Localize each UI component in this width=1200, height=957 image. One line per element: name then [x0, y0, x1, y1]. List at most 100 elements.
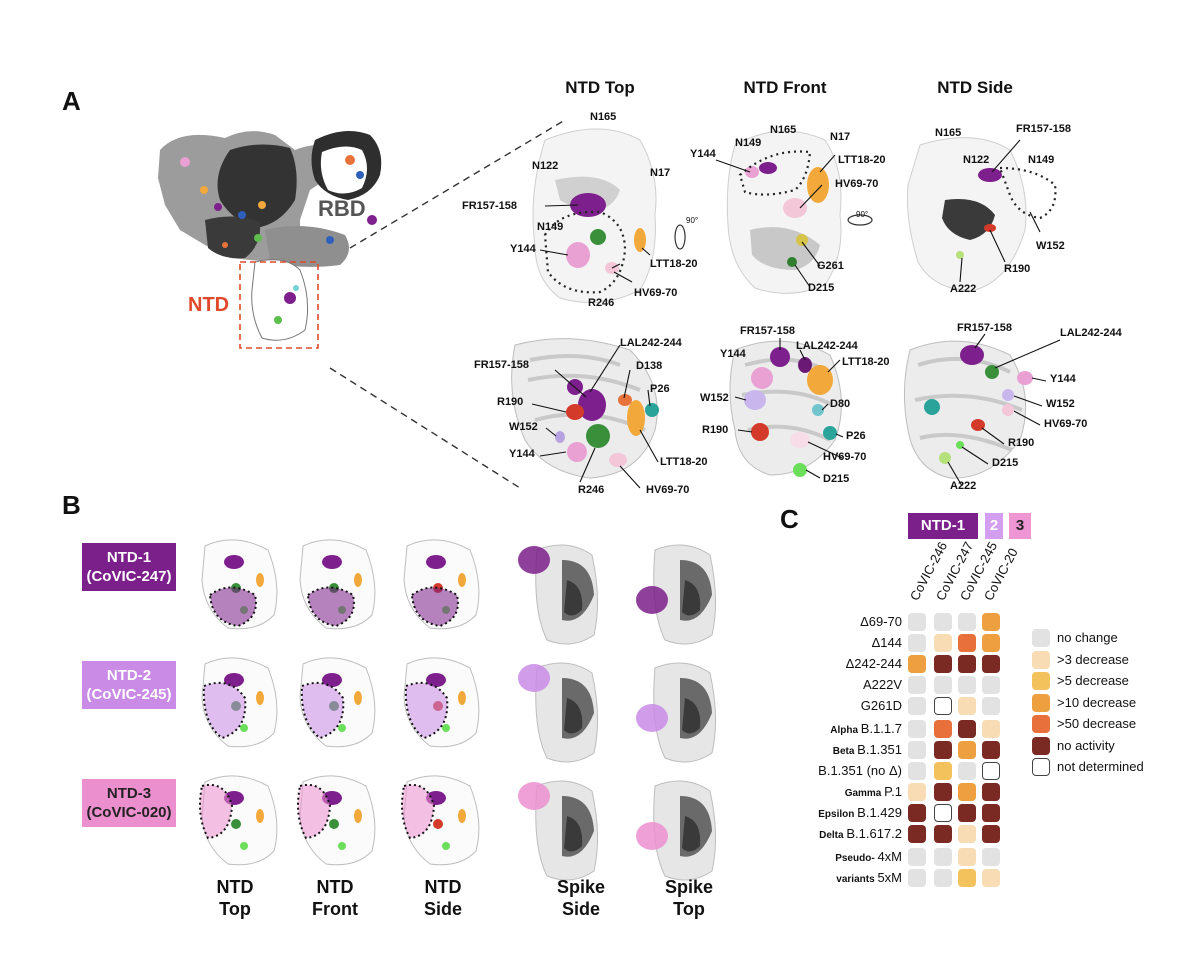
row-label: Alpha B.1.1.7 [830, 721, 902, 736]
label-ltt18-20: LTT18-20 [842, 356, 890, 368]
legend-label: >10 decrease [1057, 694, 1137, 710]
row-label: Gamma P.1 [844, 784, 902, 799]
group-header-ntd-1: NTD-1 [908, 513, 978, 539]
heatmap-cell [982, 869, 1000, 887]
rbd-label: RBD [318, 196, 366, 221]
ntd-top-surface [532, 128, 657, 303]
heatmap-cell [958, 783, 976, 801]
heatmap-cell [982, 655, 1000, 673]
antibody-box-ntd-3: NTD-3 (CoVIC-020) [82, 779, 176, 827]
heatmap-cell [934, 869, 952, 887]
group-header-2: 2 [985, 513, 1003, 539]
epitope-mark [433, 819, 443, 829]
label-g261: G261 [817, 260, 844, 272]
antibody-blob [636, 822, 668, 850]
antibody-clone: (CoVIC-247) [86, 568, 172, 585]
row-label: A222V [862, 677, 902, 692]
panel-label-b: B [62, 490, 81, 520]
label-hv69-70: HV69-70 [823, 451, 867, 463]
footprint-outline [202, 682, 247, 740]
antibody-clone: (CoVIC-020) [86, 804, 172, 821]
heatmap-cell [908, 697, 926, 715]
label-hv69-70: HV69-70 [835, 178, 879, 190]
heatmap-cell [982, 762, 1000, 780]
legend-swatch [1032, 715, 1050, 733]
epitope-mark [322, 555, 342, 569]
legend-label: no change [1057, 630, 1118, 645]
ntd-side-surface [906, 137, 1057, 291]
ntd-side-ribbon [903, 340, 1033, 479]
epitope-mark [442, 842, 450, 850]
heatmap-cell [934, 848, 952, 866]
row-label: Delta B.1.617.2 [819, 826, 902, 841]
spike-domain [564, 816, 583, 852]
ntd-front-ribbon [729, 340, 842, 477]
row-label: Epsilon B.1.429 [818, 805, 902, 820]
heatmap-cell [958, 762, 976, 780]
heatmap-cell [958, 869, 976, 887]
heatmap-cell [934, 655, 952, 673]
antibody-name: NTD-3 [106, 785, 152, 802]
label-fr157-158: FR157-158 [462, 200, 518, 212]
view-title-ntd-front: NTD Front [743, 78, 827, 97]
footprint-outline [404, 682, 449, 740]
heatmap-cell [908, 848, 926, 866]
heatmap-cell [958, 848, 976, 866]
epitope-mark [338, 842, 346, 850]
view-title-ntd-side: NTD Side [937, 78, 1013, 97]
heatmap-cell [982, 804, 1000, 822]
heatmap-cell [982, 825, 1000, 843]
bottom-label-spike-top: Spike Top [664, 877, 714, 919]
epitope-mark [231, 819, 241, 829]
label-n165: N165 [590, 111, 617, 123]
footprint-outline [297, 784, 332, 840]
label-p26: P26 [650, 383, 670, 395]
epitope-mark [256, 809, 264, 823]
heatmap-cell [908, 741, 926, 759]
label-n165: N165 [935, 127, 962, 139]
label-fr157-158: FR157-158 [474, 359, 530, 371]
antibody-blob [518, 664, 550, 692]
antibody-clone: (CoVIC-245) [86, 686, 172, 703]
heatmap-cell [908, 869, 926, 887]
heatmap-cell [934, 720, 952, 738]
footprint-outline [410, 586, 459, 628]
label-r190: R190 [1008, 437, 1035, 449]
group-header-3: 3 [1009, 513, 1031, 539]
legend-label: >50 decrease [1057, 716, 1137, 731]
legend-swatch [1032, 736, 1050, 755]
heatmap-cell [958, 613, 976, 631]
legend-label: no activity [1057, 737, 1115, 753]
label-d215: D215 [823, 473, 850, 485]
epitope-mark [240, 724, 248, 732]
row-label: variants 5xM [836, 870, 902, 885]
label-d215: D215 [808, 282, 835, 294]
footprint-outline [208, 586, 257, 628]
heatmap-cell [958, 825, 976, 843]
heatmap-cell [982, 741, 1000, 759]
footprint-outline [401, 784, 436, 840]
epitope-mark [256, 573, 264, 587]
heatmap-cell [908, 762, 926, 780]
spike-domain [682, 816, 701, 852]
antibody-name: NTD-1 [106, 549, 152, 566]
view-title-ntd-top: NTD Top [565, 78, 635, 97]
legend-label: >5 decrease [1057, 673, 1129, 688]
label-n149: N149 [735, 137, 762, 149]
label-y144: Y144 [720, 348, 746, 360]
epitope-mark [426, 555, 446, 569]
antibody-name: NTD-2 [106, 667, 152, 684]
label-ltt18-20: LTT18-20 [660, 456, 708, 468]
epitope-mark [354, 809, 362, 823]
label-d80: D80 [830, 398, 851, 410]
row-label: Δ69-70 [860, 614, 902, 629]
antibody-blob [636, 586, 668, 614]
spike-domain [682, 580, 701, 616]
label-p26: P26 [846, 430, 866, 442]
epitope-mark [329, 819, 339, 829]
panel-label-c: C [780, 504, 799, 534]
heatmap-cell [982, 697, 1000, 715]
antibody-blob [518, 782, 550, 810]
label-fr157-158: FR157-158 [1016, 123, 1072, 135]
footprint-outline [199, 784, 234, 840]
